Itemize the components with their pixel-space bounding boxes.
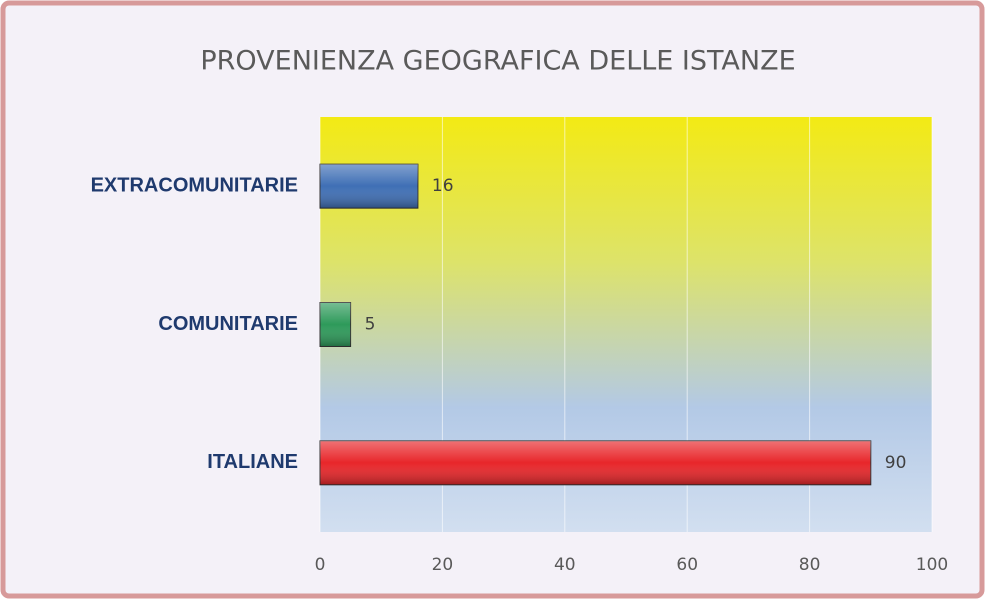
x-tick-label: 60 <box>676 555 698 575</box>
x-tick-label: 100 <box>916 555 948 575</box>
bar-shade <box>320 440 871 485</box>
x-tick-label: 20 <box>432 555 454 575</box>
data-label: 90 <box>885 453 907 473</box>
x-tick-label: 80 <box>799 555 821 575</box>
data-label: 5 <box>365 315 376 335</box>
bar-shade <box>320 302 351 347</box>
x-tick-label: 40 <box>554 555 576 575</box>
x-tick-label: 0 <box>315 555 326 575</box>
y-tick-label: EXTRACOMUNITARIE <box>91 174 298 196</box>
bar-shade <box>320 164 418 209</box>
data-label: 16 <box>432 176 454 196</box>
chart-title: PROVENIENZA GEOGRAFICA DELLE ISTANZE <box>200 46 795 77</box>
y-tick-label: ITALIANE <box>207 451 298 473</box>
y-tick-label: COMUNITARIE <box>158 313 298 335</box>
